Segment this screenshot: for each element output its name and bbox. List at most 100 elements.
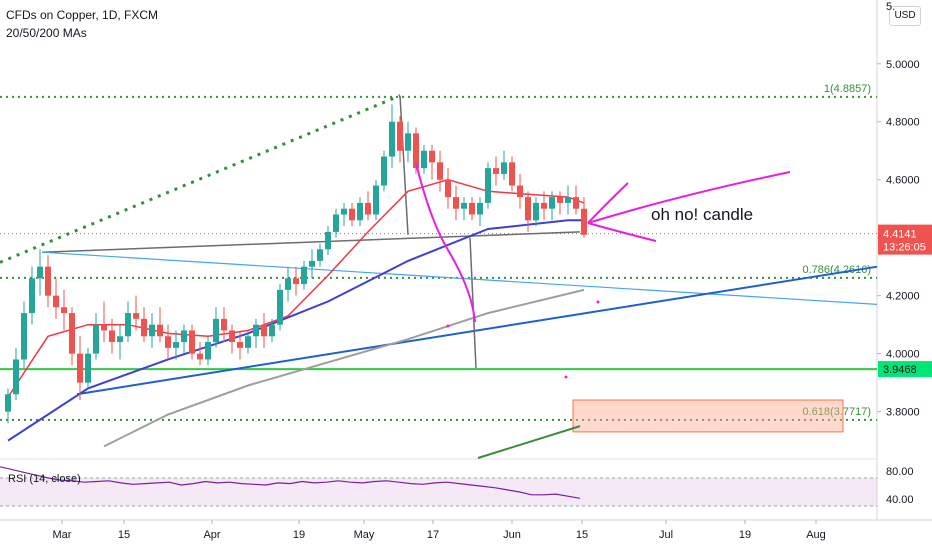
- candle-body: [141, 318, 147, 337]
- candle-body: [77, 353, 83, 383]
- y-tick-label: 4.0000: [886, 349, 920, 361]
- x-tick-label: Jun: [503, 529, 521, 541]
- hand-drawn-dot: [446, 324, 450, 328]
- candle-body: [461, 202, 467, 209]
- candle-body: [517, 185, 523, 198]
- candle-body: [45, 266, 51, 296]
- ma200-line: [103, 288, 585, 448]
- x-tick-label: 17: [427, 529, 439, 541]
- ma50-line: [7, 219, 584, 442]
- x-tick-label: 19: [739, 529, 751, 541]
- rsi-line: [0, 466, 581, 499]
- candle-body: [237, 342, 243, 348]
- candle-body: [429, 150, 435, 163]
- candle-body: [533, 202, 539, 221]
- rising-support-trendline: [76, 265, 878, 396]
- hand-drawn-arrow: [587, 171, 791, 224]
- currency-button[interactable]: USD: [889, 6, 921, 26]
- candle-body: [437, 162, 443, 180]
- candle-body: [269, 324, 275, 337]
- y-tick-label: 4.2000: [886, 291, 920, 303]
- y-tick-label: 4.6000: [886, 175, 920, 187]
- fib-level-label: 1(4.8857): [824, 83, 871, 95]
- hand-drawn-dot: [564, 375, 568, 379]
- x-tick-label: 15: [118, 529, 130, 541]
- candle-body: [37, 266, 43, 279]
- candle-body: [373, 185, 379, 215]
- x-tick-label: Apr: [203, 529, 220, 541]
- ma20-line: [7, 178, 585, 398]
- x-tick-label: 15: [576, 529, 588, 541]
- fib-projection-line: [477, 425, 581, 459]
- fib-level-label: 0.618(3.7717): [803, 406, 872, 418]
- x-tick-label: 19: [293, 529, 305, 541]
- candle-body: [181, 330, 187, 343]
- candle-body: [13, 359, 19, 395]
- candle-body: [261, 324, 267, 337]
- rising-dotted-trendline: [0, 94, 401, 264]
- candle-body: [365, 202, 371, 215]
- candle-body: [541, 202, 547, 209]
- target-zone: [572, 399, 844, 433]
- candle-body: [277, 289, 283, 325]
- rsi-tick-label: 40.00: [886, 494, 914, 506]
- candle-body: [405, 133, 411, 151]
- candle-body: [509, 162, 515, 186]
- candle-body: [285, 278, 291, 290]
- last-price-tag-bg: [878, 224, 932, 255]
- neckline: [41, 231, 581, 253]
- y-tick-label: 5.0000: [886, 59, 920, 71]
- candle-body: [501, 162, 507, 174]
- hand-drawn-dot: [596, 300, 600, 304]
- candle-body: [101, 324, 107, 331]
- candle-body: [445, 179, 451, 198]
- candle-body: [349, 208, 355, 221]
- chart-title: CFDs on Copper, 1D, FXCM: [6, 8, 159, 22]
- candle-body: [317, 249, 323, 261]
- candle-body: [325, 231, 331, 250]
- candle-body: [581, 208, 587, 235]
- support-price-tag-bg: [878, 361, 932, 378]
- candle-body: [413, 133, 419, 169]
- candle-body: [397, 121, 403, 151]
- candle-body: [485, 168, 491, 203]
- candle-body: [557, 197, 563, 203]
- candle-body: [293, 278, 299, 285]
- candle-body: [133, 313, 139, 319]
- y-tick-label: 3.8000: [886, 407, 920, 419]
- x-tick-label: Jul: [659, 529, 673, 541]
- indicator-label[interactable]: 20/50/200 MAs: [6, 26, 87, 40]
- candle-body: [53, 295, 59, 308]
- last-price-tag: 4.4141: [883, 229, 917, 241]
- candle-body: [93, 324, 99, 354]
- candle-body: [189, 330, 195, 354]
- fib-level-label: 0.786(4.2616): [803, 264, 872, 276]
- candle-body: [157, 324, 163, 337]
- candle-body: [205, 342, 211, 360]
- annotation-text: oh no! candle: [651, 205, 753, 224]
- candle-body: [245, 336, 251, 348]
- rsi-label: RSI (14, close): [8, 473, 81, 485]
- candle-body: [453, 197, 459, 209]
- candle-body: [165, 336, 171, 348]
- measure-line: [469, 237, 477, 369]
- countdown-tag: 13:26:05: [883, 242, 926, 254]
- y-tick-label: 5.: [886, 1, 895, 13]
- candle-body: [421, 150, 427, 169]
- candle-body: [549, 197, 555, 209]
- candle-body: [197, 353, 203, 360]
- candle-body: [213, 318, 219, 343]
- candle-body: [333, 214, 339, 232]
- hand-drawn-curve: [415, 162, 476, 323]
- candle-body: [469, 202, 475, 215]
- candle-body: [229, 330, 235, 343]
- rsi-tick-label: 80.00: [886, 466, 914, 478]
- candle-body: [221, 318, 227, 331]
- candle-body: [109, 330, 115, 343]
- candle-body: [85, 353, 91, 383]
- support-price-tag: 3.9468: [883, 364, 917, 376]
- candle-body: [381, 156, 387, 186]
- descending-trendline: [41, 251, 878, 305]
- candle-body: [573, 197, 579, 209]
